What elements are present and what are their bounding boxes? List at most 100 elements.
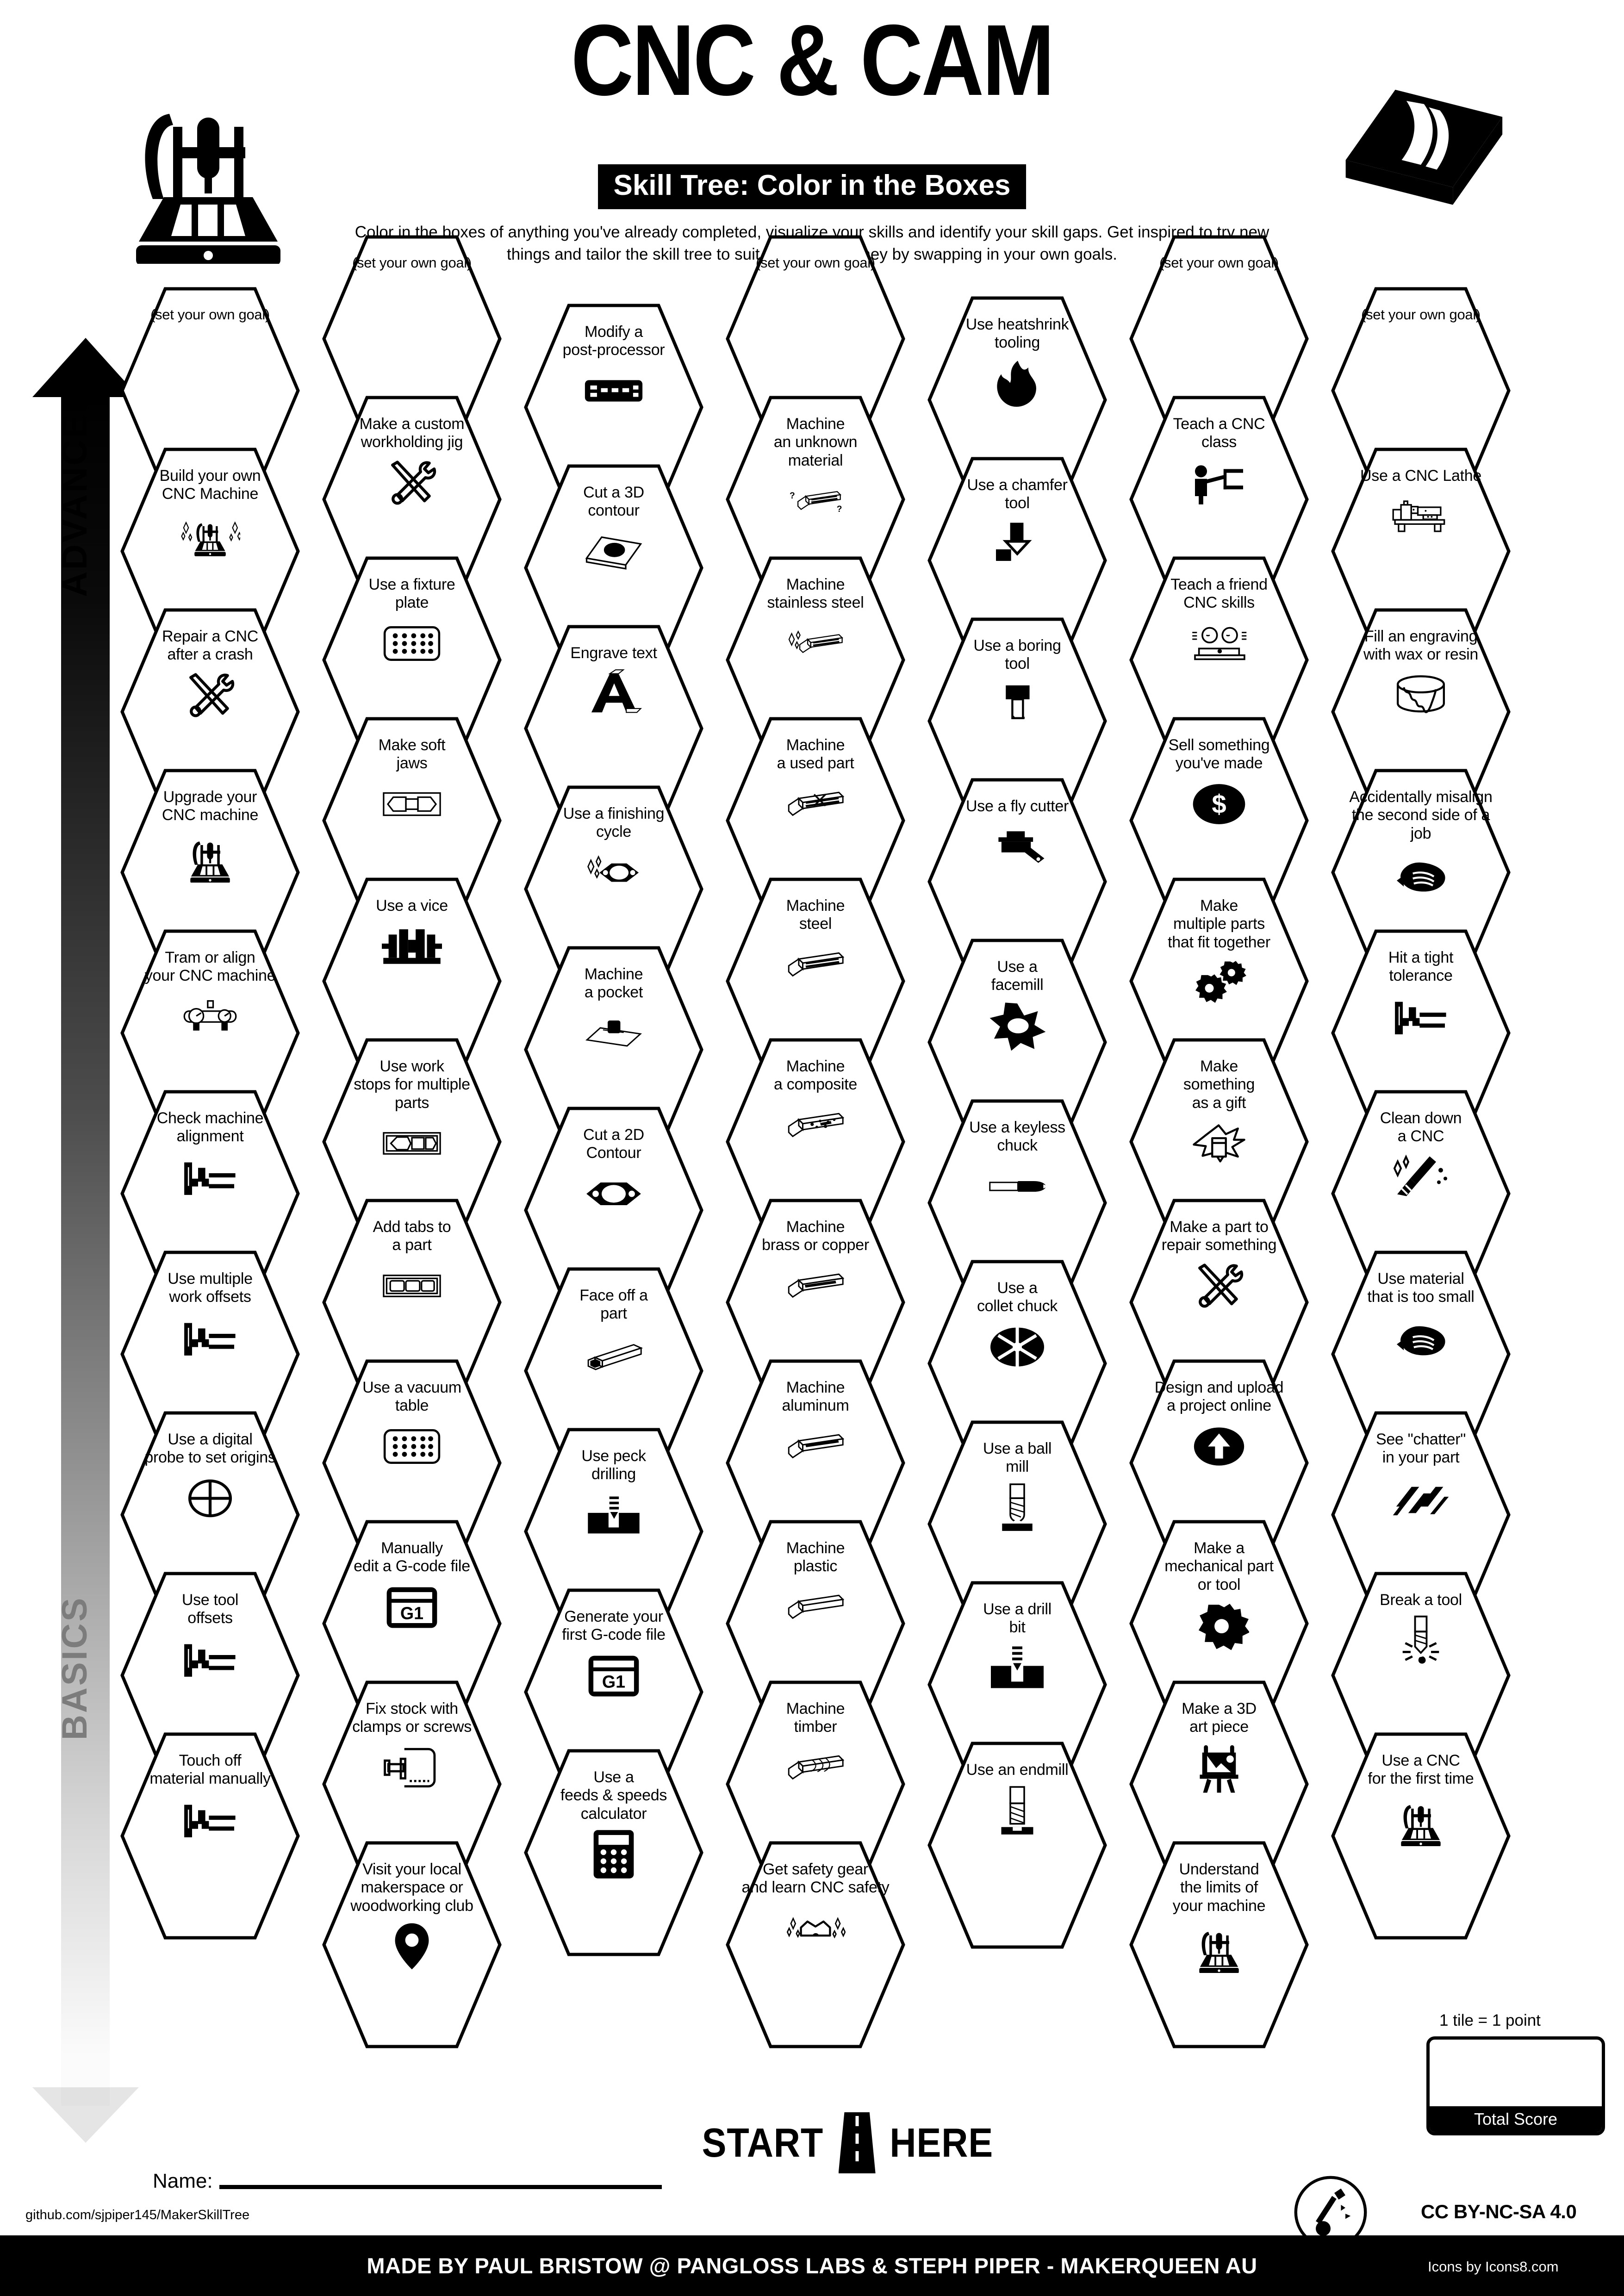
tools-icon — [382, 456, 442, 510]
cnc-machine-icon — [180, 829, 240, 883]
stock-sparkle-icon — [785, 617, 846, 670]
skill-tile-label: Use multiple work offsets — [168, 1270, 253, 1306]
cnc-machine-sparkle-icon — [180, 508, 240, 561]
stock-steel-icon — [785, 938, 846, 991]
fixture-plate-icon — [382, 617, 442, 670]
teacher-icon — [1189, 456, 1249, 510]
gear-icon — [1189, 1599, 1249, 1652]
skill-tile-label: Tram or align your CNC machine — [144, 949, 276, 985]
peck-drill-icon — [584, 1488, 644, 1542]
skill-tile-label: Use a keyless chuck — [969, 1119, 1065, 1155]
skill-tile-label: Machine a used part — [777, 736, 854, 772]
broken-tool-icon — [1391, 1614, 1451, 1667]
easel-icon — [1189, 1741, 1249, 1794]
skill-tile-label: Touch off material manually — [149, 1752, 271, 1788]
skill-tile-label: Visit your local makerspace or woodworking… — [350, 1860, 473, 1915]
skill-tile-label: Make a part to repair something — [1161, 1218, 1277, 1254]
cnc-lathe-icon — [1391, 490, 1451, 543]
skill-tile-label: Clean down a CNC — [1380, 1109, 1462, 1145]
icons-credit: Icons by Icons8.com — [1428, 2259, 1559, 2275]
fixture-plate-icon — [382, 1420, 442, 1473]
gift-icon — [1189, 1117, 1249, 1170]
ball-mill-icon — [987, 1481, 1047, 1534]
gcode-g1-icon: G1 — [584, 1649, 644, 1702]
name-input[interactable] — [219, 2184, 662, 2189]
work-stops-icon — [382, 1117, 442, 1170]
dial-indicators-icon — [180, 990, 240, 1043]
skill-tile[interactable]: Understand the limits of your machine — [1129, 1841, 1309, 2048]
map-pin-icon — [382, 1920, 442, 1973]
skill-tile-label: Make multiple parts that fit together — [1168, 897, 1270, 951]
skill-tile-label: Use a vacuum table — [362, 1379, 461, 1415]
pocket-icon — [584, 1007, 644, 1060]
resin-pour-icon — [1391, 669, 1451, 722]
gcode-g1-icon: G1 — [382, 1580, 442, 1634]
skill-tile-label: Make a custom workholding jig — [359, 415, 465, 451]
skill-tile[interactable]: Visit your local makerspace or woodworking… — [322, 1841, 502, 2048]
cnc-machine-icon — [1391, 1793, 1451, 1846]
road-icon — [838, 2112, 876, 2173]
stock-aluminum-icon — [785, 1420, 846, 1473]
broom-icon — [1391, 1151, 1451, 1204]
facepalm-icon — [1391, 1311, 1451, 1364]
endmill-icon — [987, 1784, 1047, 1837]
skill-tile-label: Manually edit a G-code file — [354, 1539, 470, 1575]
timber-block-icon — [1333, 83, 1509, 222]
github-url[interactable]: github.com/sjpiper145/MakerSkillTree — [25, 2208, 250, 2222]
total-score-label: Total Score — [1430, 2106, 1602, 2132]
calipers-icon — [180, 1793, 240, 1846]
skill-tile-label: Use a digital probe to set origins — [144, 1431, 276, 1467]
arrow-shaft — [61, 393, 110, 2106]
license-text: CC BY-NC-SA 4.0 — [1421, 2201, 1577, 2222]
contour-3d-icon — [584, 525, 644, 578]
safety-glasses-icon — [785, 1902, 846, 1955]
collet-chuck-icon — [987, 1320, 1047, 1374]
calipers-icon — [180, 1311, 240, 1364]
stock-brass-icon — [785, 1259, 846, 1313]
skill-tile-label: Machine aluminum — [782, 1379, 849, 1415]
skill-tile-label: Repair a CNC after a crash — [162, 628, 259, 664]
skill-tile[interactable]: Get safety gear and learn CNC safety — [726, 1841, 905, 2048]
skill-tile-label: Machine an unknown material — [773, 415, 858, 469]
contour-2d-icon — [584, 1167, 644, 1220]
skill-tile-label: Use a fly cutter — [966, 797, 1069, 815]
cnc-router-icon — [116, 69, 301, 266]
chamfer-tool-icon — [987, 517, 1047, 571]
skill-tile-label: Check machine alignment — [156, 1109, 264, 1145]
skill-tile-label: Use tool offsets — [181, 1591, 239, 1627]
start-here-marker: START HERE — [662, 2110, 1032, 2175]
svg-text:?: ? — [837, 505, 842, 515]
skill-tile-label: Use peck drilling — [581, 1447, 646, 1483]
skill-tile[interactable]: Touch off material manually — [120, 1732, 300, 1940]
soft-jaws-icon — [382, 778, 442, 831]
page-footer: MADE BY PAUL BRISTOW @ PANGLOSS LABS & S… — [0, 2235, 1624, 2296]
skill-tile[interactable]: Use an endmill — [927, 1742, 1107, 1949]
skill-tile-label: Use an endmill — [966, 1761, 1069, 1779]
skill-tile-label: Build your own CNC Machine — [159, 467, 261, 503]
post-processor-icon — [584, 364, 644, 417]
stock-used-icon — [785, 778, 846, 831]
skill-tile[interactable]: Use a CNC for the first time — [1331, 1732, 1511, 1940]
boring-tool-icon — [987, 678, 1047, 731]
arrow-tail-icon — [32, 2087, 139, 2143]
page-title: CNC & CAM — [571, 4, 1055, 117]
dollar-coin-icon: $ — [1189, 778, 1249, 831]
skill-tile-label: (set your own goal) — [352, 255, 472, 271]
svg-text:$: $ — [1212, 790, 1226, 819]
subtitle-banner: Skill Tree: Color in the Boxes — [597, 164, 1027, 209]
skill-tile-label: Accidentally misalign the second side of … — [1349, 788, 1493, 842]
skill-tile[interactable]: Use a feeds & speeds calculator — [524, 1749, 703, 1956]
face-off-icon — [584, 1328, 644, 1381]
clamp-icon — [382, 1741, 442, 1794]
skill-tile-label: See "chatter" in your part — [1375, 1431, 1466, 1467]
stock-composite-icon — [785, 1099, 846, 1152]
cc-license-badge-icon — [1294, 2175, 1368, 2249]
total-score-box[interactable]: Total Score — [1426, 2036, 1605, 2135]
letter-a-icon — [584, 667, 644, 720]
skill-tile-label: Use material that is too small — [1367, 1270, 1475, 1306]
skill-tile-label: Use a boring tool — [973, 637, 1061, 673]
skill-tile-label: Use a feeds & speeds calculator — [560, 1768, 667, 1823]
name-field-row[interactable]: Name: — [153, 2170, 662, 2193]
skill-tile-label: Use a collet chuck — [977, 1279, 1058, 1315]
